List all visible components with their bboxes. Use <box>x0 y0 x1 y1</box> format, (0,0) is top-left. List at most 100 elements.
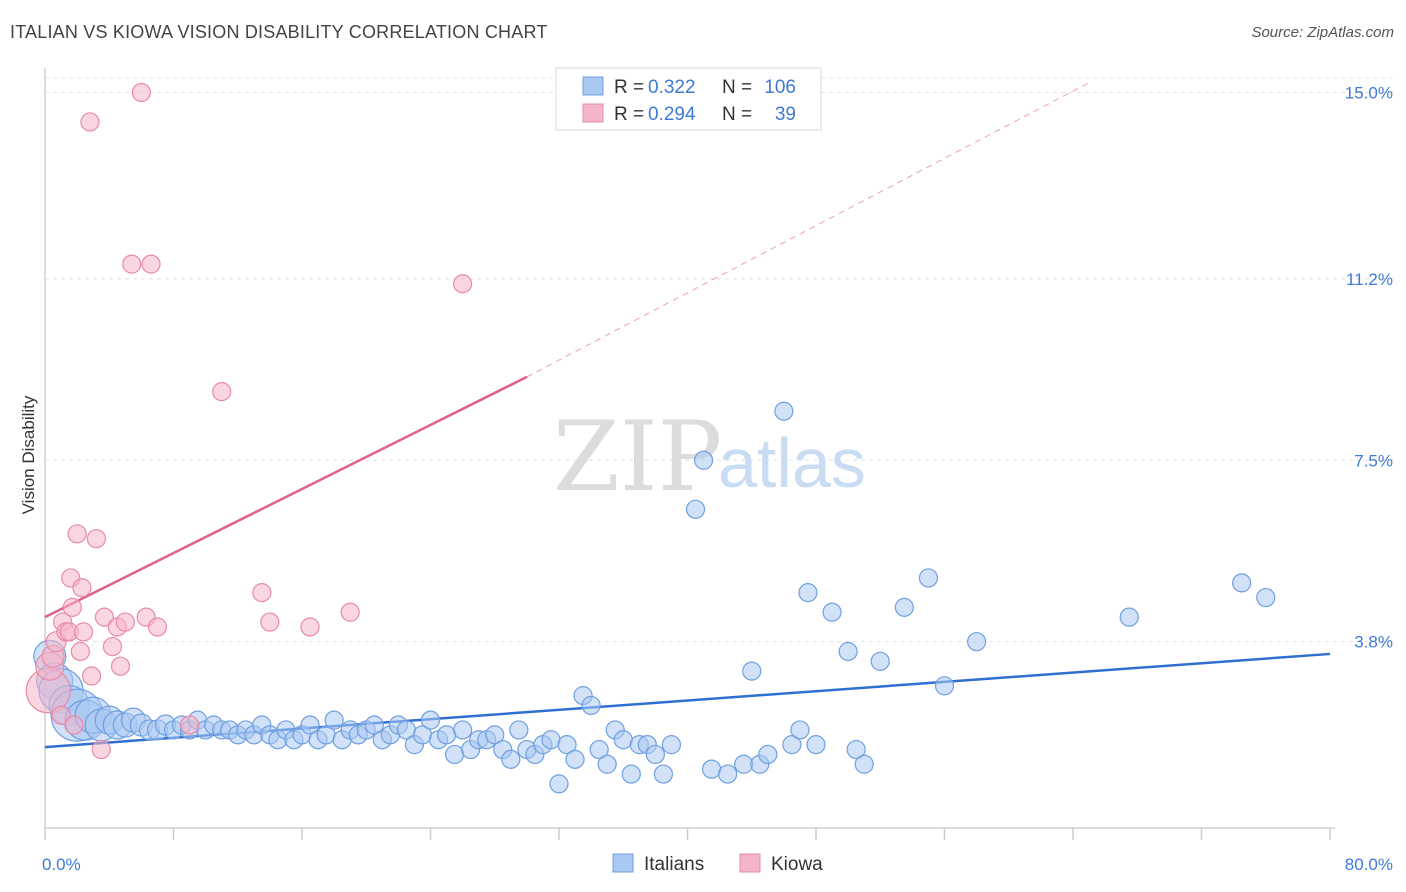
trend-line-extension-kiowa <box>526 82 1090 378</box>
point-italians <box>509 720 529 740</box>
y-tick-label: 15.0% <box>1345 84 1393 103</box>
point-kiowa <box>141 254 161 274</box>
point-kiowa <box>72 578 92 598</box>
point-italians <box>653 764 674 784</box>
point-italians <box>701 759 722 779</box>
bottom-legend: Italians Kiowa <box>612 853 823 875</box>
point-italians <box>444 744 465 765</box>
point-italians <box>718 764 738 784</box>
point-italians <box>549 774 569 794</box>
point-italians <box>870 651 890 671</box>
legend-n-value-1: 106 <box>764 77 796 98</box>
point-italians <box>967 632 987 652</box>
point-italians <box>613 730 633 750</box>
point-kiowa <box>147 617 168 637</box>
point-kiowa <box>110 656 131 676</box>
point-kiowa <box>86 529 107 549</box>
point-kiowa <box>80 112 100 132</box>
bottom-legend-label-italians: Italians <box>644 854 704 875</box>
legend-r-value-1: 0.322 <box>648 77 696 98</box>
point-italians <box>420 710 441 730</box>
y-tick-label: 3.8% <box>1354 633 1393 652</box>
point-kiowa <box>252 583 272 603</box>
legend-n-label-1: N = <box>722 77 752 98</box>
legend-r-label-2: R = <box>614 104 644 125</box>
point-italians <box>685 499 706 519</box>
bottom-legend-swatch-italians <box>612 853 634 873</box>
point-kiowa <box>73 622 94 642</box>
y-axis-label: Vision Disability <box>19 395 38 514</box>
point-kiowa <box>67 524 87 544</box>
point-italians <box>324 710 344 730</box>
grid-lines <box>45 77 1395 643</box>
point-italians <box>774 401 794 421</box>
point-kiowa <box>453 274 473 294</box>
point-italians <box>501 749 521 769</box>
watermark-zip: ZIP <box>553 401 722 513</box>
source-note: Source: ZipAtlas.com <box>1251 24 1394 41</box>
y-tick-label: 11.2% <box>1346 270 1393 289</box>
point-italians <box>661 735 682 755</box>
point-italians <box>790 720 810 740</box>
point-italians <box>589 739 609 760</box>
point-kiowa <box>64 715 84 735</box>
point-kiowa <box>179 715 200 735</box>
point-kiowa <box>94 607 115 627</box>
bottom-legend-swatch-kiowa <box>739 853 761 873</box>
legend-swatch-italians <box>582 76 604 96</box>
point-italians <box>838 641 858 662</box>
bottom-legend-label-kiowa: Kiowa <box>771 854 823 875</box>
trend-line-kiowa <box>44 375 528 619</box>
point-italians <box>782 735 802 755</box>
legend-swatch-kiowa <box>582 103 604 123</box>
point-italians <box>742 661 762 681</box>
point-italians <box>1119 607 1139 627</box>
point-italians <box>541 730 561 750</box>
point-italians <box>436 725 457 745</box>
point-italians <box>758 744 778 765</box>
point-kiowa <box>62 597 82 617</box>
point-kiowa <box>115 612 135 632</box>
point-italians <box>645 744 665 765</box>
legend-r-value-2: 0.294 <box>648 104 696 125</box>
point-italians <box>621 764 641 784</box>
point-italians <box>581 695 601 716</box>
legend-n-value-2: 39 <box>775 104 796 125</box>
x-tick-label-min: 0.0% <box>42 855 81 874</box>
point-italians <box>453 720 473 740</box>
x-tick-label-max: 80.0% <box>1345 855 1393 874</box>
point-italians <box>854 754 874 774</box>
point-kiowa <box>122 254 142 274</box>
y-tick-labels: 3.8% 7.5% 11.2% 15.0% <box>1345 84 1393 652</box>
point-italians <box>485 725 505 745</box>
point-kiowa <box>102 636 123 657</box>
point-italians <box>1256 587 1276 608</box>
point-italians <box>693 450 714 470</box>
point-italians <box>918 568 939 588</box>
legend-r-label-1: R = <box>614 77 644 98</box>
point-italians <box>846 739 866 760</box>
point-italians <box>597 754 617 774</box>
point-italians <box>300 715 320 735</box>
point-kiowa <box>212 382 232 402</box>
chart-title: ITALIAN VS KIOWA VISION DISABILITY CORRE… <box>10 22 548 42</box>
point-kiowa <box>81 666 102 686</box>
y-tick-label: 7.5% <box>1354 451 1393 470</box>
point-italians <box>822 602 842 622</box>
point-italians <box>734 754 754 774</box>
watermark-atlas: atlas <box>718 424 866 502</box>
point-italians <box>557 735 577 755</box>
point-italians <box>798 583 818 603</box>
data-points <box>25 82 1276 794</box>
point-kiowa <box>70 641 90 662</box>
point-kiowa <box>51 705 71 725</box>
point-italians <box>565 749 585 769</box>
x-ticks <box>44 828 1331 840</box>
point-kiowa <box>300 617 320 637</box>
point-kiowa <box>340 602 360 622</box>
point-kiowa <box>91 739 111 760</box>
point-italians <box>1232 573 1252 593</box>
point-italians <box>894 597 914 617</box>
watermark: ZIP atlas <box>553 401 866 513</box>
